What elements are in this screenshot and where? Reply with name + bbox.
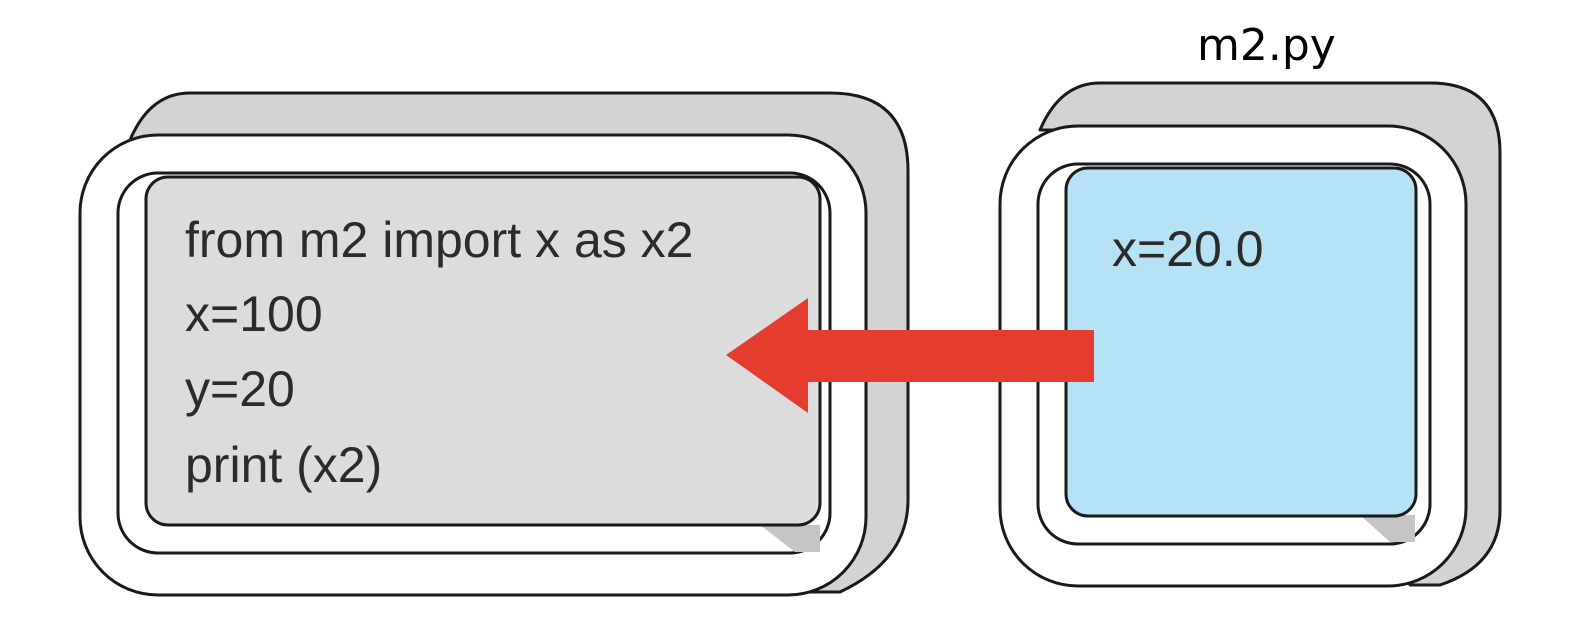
right-code-line-1: x=20.0 — [1112, 221, 1264, 277]
left-code-line-1: from m2 import x as x2 — [185, 212, 693, 268]
left-code-line-4: print (x2) — [185, 437, 382, 493]
left-module-panel-shadow — [760, 525, 820, 552]
left-code-line-2: x=100 — [185, 286, 323, 342]
left-module: from m2 import x as x2 x=100 y=20 print … — [78, 91, 910, 597]
right-module-file-label: m2.py — [1197, 20, 1336, 71]
left-code-line-3: y=20 — [185, 361, 295, 417]
import-arrow-shape — [726, 298, 1094, 413]
right-module: m2.py x=20.0 — [998, 20, 1502, 588]
right-module-panel-shadow — [1360, 515, 1415, 542]
import-arrow — [726, 298, 1094, 413]
